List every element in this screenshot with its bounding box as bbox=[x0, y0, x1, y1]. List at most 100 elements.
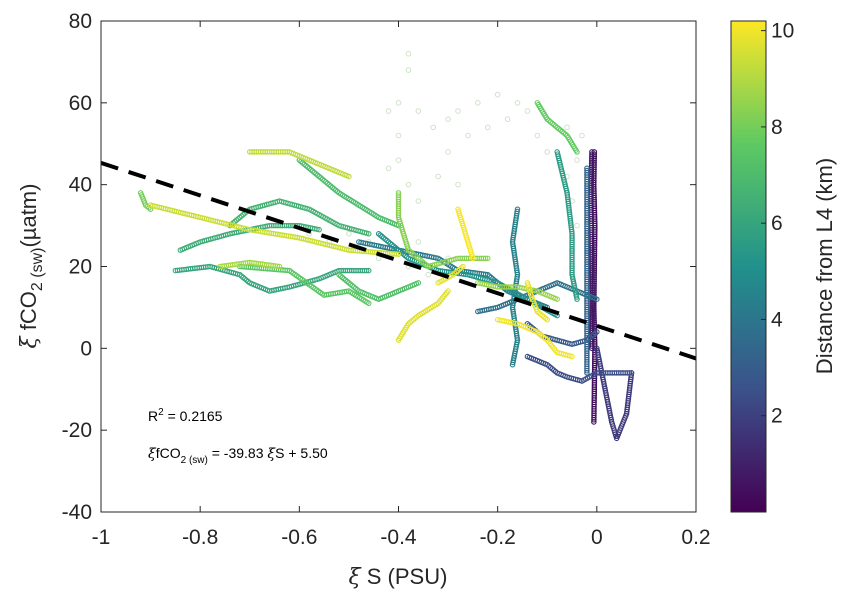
y-tick-label: 60 bbox=[69, 92, 92, 115]
x-axis-symbol: ξ bbox=[349, 565, 363, 590]
colorbar-tick-label: 4 bbox=[771, 308, 783, 331]
faint-point bbox=[415, 239, 422, 245]
data-point bbox=[365, 267, 372, 274]
data-point bbox=[594, 296, 600, 302]
data-point bbox=[544, 316, 550, 323]
x-tick-label: -0.4 bbox=[380, 526, 417, 549]
faint-point bbox=[346, 230, 352, 237]
faint-point bbox=[445, 149, 451, 155]
data-point bbox=[584, 367, 590, 374]
x-tick-label: -0.2 bbox=[480, 526, 516, 549]
faint-point bbox=[524, 108, 531, 114]
r2-value: = 0.2165 bbox=[164, 408, 223, 424]
data-point bbox=[573, 294, 580, 300]
y-tick-label: 20 bbox=[69, 256, 92, 279]
data-point bbox=[569, 353, 575, 360]
faint-point bbox=[415, 198, 422, 204]
r2-label: R bbox=[148, 408, 158, 424]
y-tick-label: 80 bbox=[69, 10, 92, 33]
faint-point bbox=[415, 108, 422, 114]
colorbar-tick-label: 2 bbox=[771, 405, 783, 428]
y-axis-title: ξ fCO2 (sw)(µatm) bbox=[16, 184, 46, 349]
data-point bbox=[574, 296, 580, 302]
data-point bbox=[274, 263, 281, 269]
data-point bbox=[628, 370, 635, 376]
colorbar-axis: 10 8 6 4 2 bbox=[761, 20, 794, 428]
faint-point bbox=[455, 181, 461, 188]
colorbar-tick-label: 6 bbox=[771, 212, 783, 235]
data-point bbox=[346, 173, 352, 180]
data-point bbox=[626, 370, 633, 376]
faint-point bbox=[405, 67, 412, 73]
y-tick-label: -20 bbox=[62, 419, 92, 442]
x-axis: -1 -0.8 -0.6 -0.4 -0.2 0 0.2 bbox=[92, 21, 711, 549]
data-point bbox=[415, 280, 422, 286]
x-tick-label: -0.6 bbox=[281, 526, 317, 549]
faint-point bbox=[544, 149, 551, 155]
r2-superscript: 2 bbox=[158, 407, 164, 418]
y-axis-sub1: 2 bbox=[29, 282, 46, 291]
eq-xi-symbol: ξ bbox=[148, 446, 157, 462]
colorbar bbox=[730, 20, 767, 513]
regression-equation: ξfCO2 (sw) = -39.83 ξS + 5.50 bbox=[148, 445, 328, 466]
x-tick-label: -1 bbox=[92, 526, 111, 549]
faint-point bbox=[514, 100, 521, 106]
x-axis-title: ξ S (PSU) bbox=[349, 564, 448, 590]
data-point bbox=[591, 419, 597, 425]
faint-point bbox=[579, 132, 585, 139]
faint-point bbox=[430, 124, 437, 131]
colorbar-tick-label: 10 bbox=[771, 20, 794, 43]
data-point bbox=[393, 251, 400, 257]
faint-point bbox=[395, 132, 402, 139]
data-point bbox=[365, 300, 372, 307]
y-tick-label: 0 bbox=[80, 337, 92, 360]
faint-point bbox=[504, 116, 511, 122]
data-point bbox=[314, 226, 320, 232]
y-axis-pre: fCO bbox=[16, 291, 41, 336]
data-point bbox=[554, 296, 560, 302]
data-point bbox=[395, 251, 402, 257]
y-tick-label: 40 bbox=[69, 174, 92, 197]
faint-point bbox=[494, 91, 501, 98]
x-tick-label: 0 bbox=[591, 526, 603, 549]
faint-point bbox=[574, 222, 580, 229]
eq-fco: fCO bbox=[156, 445, 181, 461]
data-point bbox=[574, 149, 580, 155]
data-point bbox=[591, 417, 597, 423]
colorbar-tick-label: 8 bbox=[771, 116, 783, 139]
data-point bbox=[594, 329, 600, 335]
y-axis-sub2: (sw) bbox=[29, 248, 46, 283]
faint-point bbox=[475, 100, 481, 106]
faint-point bbox=[564, 124, 570, 131]
faint-point bbox=[484, 124, 491, 131]
faint-point bbox=[385, 165, 392, 172]
colorbar-label: Distance from L4 (km) bbox=[812, 158, 837, 374]
data-point bbox=[484, 255, 491, 262]
data-point bbox=[482, 255, 489, 262]
eq-body: = -39.83 bbox=[208, 445, 268, 461]
faint-point bbox=[574, 157, 580, 163]
data-point bbox=[365, 231, 372, 237]
faint-point bbox=[385, 108, 392, 114]
eq-tail: S + 5.50 bbox=[275, 445, 328, 461]
faint-point bbox=[534, 132, 541, 139]
faint-point bbox=[405, 50, 412, 57]
faint-point bbox=[395, 157, 402, 163]
data-point bbox=[276, 263, 283, 270]
y-tick-label: -40 bbox=[62, 501, 92, 524]
eq-sub1: 2 bbox=[181, 455, 187, 466]
x-axis-text: S (PSU) bbox=[361, 564, 448, 589]
regression-line bbox=[101, 160, 696, 361]
faint-point bbox=[425, 271, 432, 278]
data-point bbox=[589, 343, 595, 349]
data-point bbox=[589, 345, 595, 352]
eq-xi-symbol-2: ξ bbox=[267, 446, 276, 462]
faint-point bbox=[465, 132, 471, 139]
y-axis: 80 60 40 20 0 -20 -40 bbox=[62, 10, 696, 524]
faint-point bbox=[455, 108, 461, 114]
faint-point bbox=[445, 116, 451, 122]
r2-annotation: R2 = 0.2165 bbox=[148, 407, 223, 424]
data-point bbox=[363, 267, 370, 274]
faint-point bbox=[395, 100, 402, 106]
